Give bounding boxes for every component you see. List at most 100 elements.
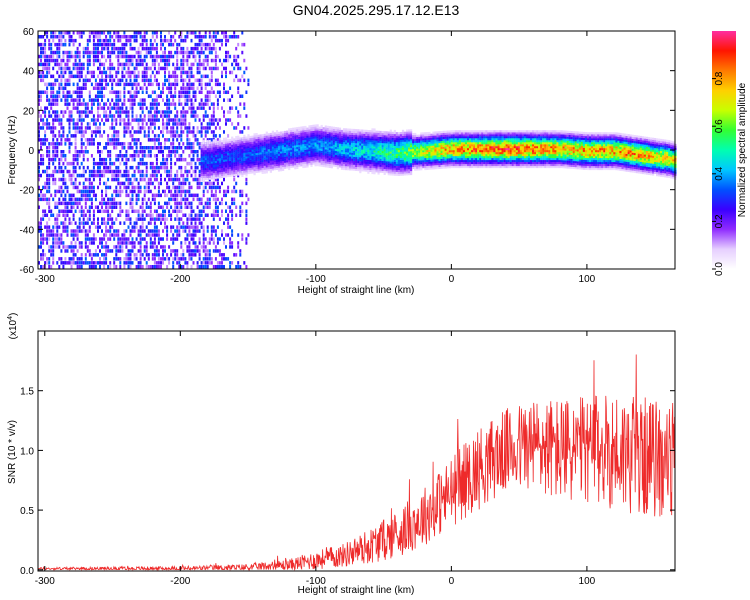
spectrogram-cell bbox=[131, 237, 134, 241]
spectrogram-cell bbox=[160, 38, 162, 43]
spectrogram-cell bbox=[97, 205, 99, 209]
spectrogram-cell bbox=[229, 162, 232, 165]
spectrogram-cell bbox=[310, 136, 313, 140]
spectrogram-cell bbox=[135, 197, 138, 202]
spectrogram-cell bbox=[302, 157, 305, 161]
spectrogram-cell bbox=[84, 106, 87, 110]
spectrogram-cell bbox=[206, 161, 209, 165]
spectrogram-cell bbox=[92, 46, 95, 51]
spectrogram-cell bbox=[58, 165, 61, 170]
spectrogram-cell bbox=[80, 150, 83, 154]
spectrogram-cell bbox=[84, 233, 87, 237]
spectrogram-cell bbox=[225, 173, 228, 176]
spectrogram-cell bbox=[101, 74, 103, 79]
spectrogram-cell bbox=[218, 185, 221, 190]
spectrogram-cell bbox=[196, 261, 199, 265]
spectrogram-cell bbox=[345, 164, 348, 167]
spectrogram-cell bbox=[174, 118, 177, 122]
spectrogram-cell bbox=[48, 82, 51, 87]
spectrogram-cell bbox=[239, 163, 242, 166]
spectrogram-cell bbox=[119, 209, 122, 213]
spectrogram-cell bbox=[239, 149, 242, 152]
spectrogram-cell bbox=[172, 193, 175, 198]
spectrogram-cell bbox=[46, 241, 49, 245]
spectrogram-cell bbox=[68, 126, 71, 130]
spectrogram-cell bbox=[80, 70, 83, 75]
spectrogram-cell bbox=[149, 217, 152, 221]
spectrogram-cell bbox=[336, 133, 339, 136]
spectrogram-cell bbox=[202, 261, 205, 265]
spectrogram-cell bbox=[212, 161, 215, 164]
spectrogram-cell bbox=[143, 130, 146, 134]
spectrogram-cell bbox=[139, 157, 142, 162]
spectrogram-cell bbox=[105, 161, 108, 166]
spectrogram-cell bbox=[127, 193, 130, 198]
spectrogram-cell bbox=[229, 237, 232, 241]
spectrogram-cell bbox=[70, 221, 73, 225]
spectrogram-cell bbox=[92, 241, 95, 245]
spectrogram-cell bbox=[86, 229, 89, 233]
spectrogram-cell bbox=[64, 249, 67, 253]
spectrogram-cell bbox=[78, 74, 81, 79]
spectrogram-cell bbox=[180, 217, 183, 221]
spectrogram-cell bbox=[143, 189, 146, 194]
spectrogram-cell bbox=[90, 130, 93, 134]
spectrogram-cell bbox=[145, 134, 148, 138]
spectrogram-cell bbox=[74, 134, 77, 138]
spectrogram-cell bbox=[153, 66, 156, 71]
spectrogram-cell bbox=[298, 130, 301, 133]
spectrogram-cell bbox=[166, 62, 169, 67]
spectrogram-cell bbox=[243, 148, 246, 151]
spectrogram-cell bbox=[198, 241, 201, 245]
spectrogram-cell bbox=[157, 241, 160, 245]
spectrogram-cell bbox=[131, 225, 134, 229]
spectrogram-cell bbox=[125, 62, 128, 67]
spectrogram-cell bbox=[282, 160, 285, 164]
spectrogram-cell bbox=[42, 193, 45, 198]
spectrogram-cell bbox=[127, 62, 130, 67]
spectrogram-cell bbox=[66, 31, 69, 35]
spectrogram-cell bbox=[160, 46, 162, 51]
spectrogram-cell bbox=[157, 102, 160, 106]
spectrogram-cell bbox=[322, 149, 325, 152]
spectrogram-cell bbox=[269, 170, 272, 173]
spectrogram-cell bbox=[300, 126, 303, 129]
spectrogram-cell bbox=[338, 153, 342, 156]
spectrogram-cell bbox=[105, 46, 108, 51]
spectrogram-cell bbox=[251, 161, 254, 164]
spectrogram-cell bbox=[204, 155, 207, 159]
spectrogram-cell bbox=[229, 70, 232, 75]
spectrogram-cell bbox=[180, 122, 183, 126]
spectrogram-cell bbox=[216, 142, 220, 145]
spectrogram-cell bbox=[58, 265, 61, 269]
spectrogram-cell bbox=[239, 161, 242, 164]
spectrogram-cell bbox=[157, 237, 160, 241]
spectrogram-cell bbox=[233, 156, 236, 159]
spectrogram-cell bbox=[320, 126, 323, 130]
spectrogram-cell bbox=[237, 35, 240, 39]
spectrogram-cell bbox=[310, 150, 313, 153]
spectrogram-cell bbox=[235, 213, 238, 217]
spectrogram-cell bbox=[78, 98, 81, 102]
spectrogram-cell bbox=[117, 35, 120, 39]
spectrogram-cell bbox=[318, 164, 321, 167]
spectrogram-cell bbox=[121, 154, 124, 158]
spectrogram-cell bbox=[190, 237, 193, 241]
spectrogram-cell bbox=[253, 153, 256, 156]
spectrogram-cell bbox=[157, 229, 160, 233]
spectrogram-cell bbox=[227, 217, 230, 221]
spectrogram-cell bbox=[141, 253, 144, 257]
spectrogram-cell bbox=[107, 245, 110, 249]
spectrogram-cell bbox=[210, 165, 213, 168]
spectrogram-cell bbox=[137, 154, 140, 158]
spectrogram-cell bbox=[86, 122, 89, 126]
spectrogram-cell bbox=[38, 221, 40, 225]
spectrogram-cell bbox=[223, 149, 226, 152]
spectrogram-cell bbox=[302, 126, 305, 129]
spectrogram-cell bbox=[50, 90, 53, 94]
spectrogram-cell bbox=[190, 201, 193, 206]
spectrogram-cell bbox=[273, 160, 276, 163]
spectrogram-cell bbox=[74, 138, 77, 142]
spectrogram-cell bbox=[60, 74, 63, 79]
spectrogram-cell bbox=[143, 177, 146, 182]
